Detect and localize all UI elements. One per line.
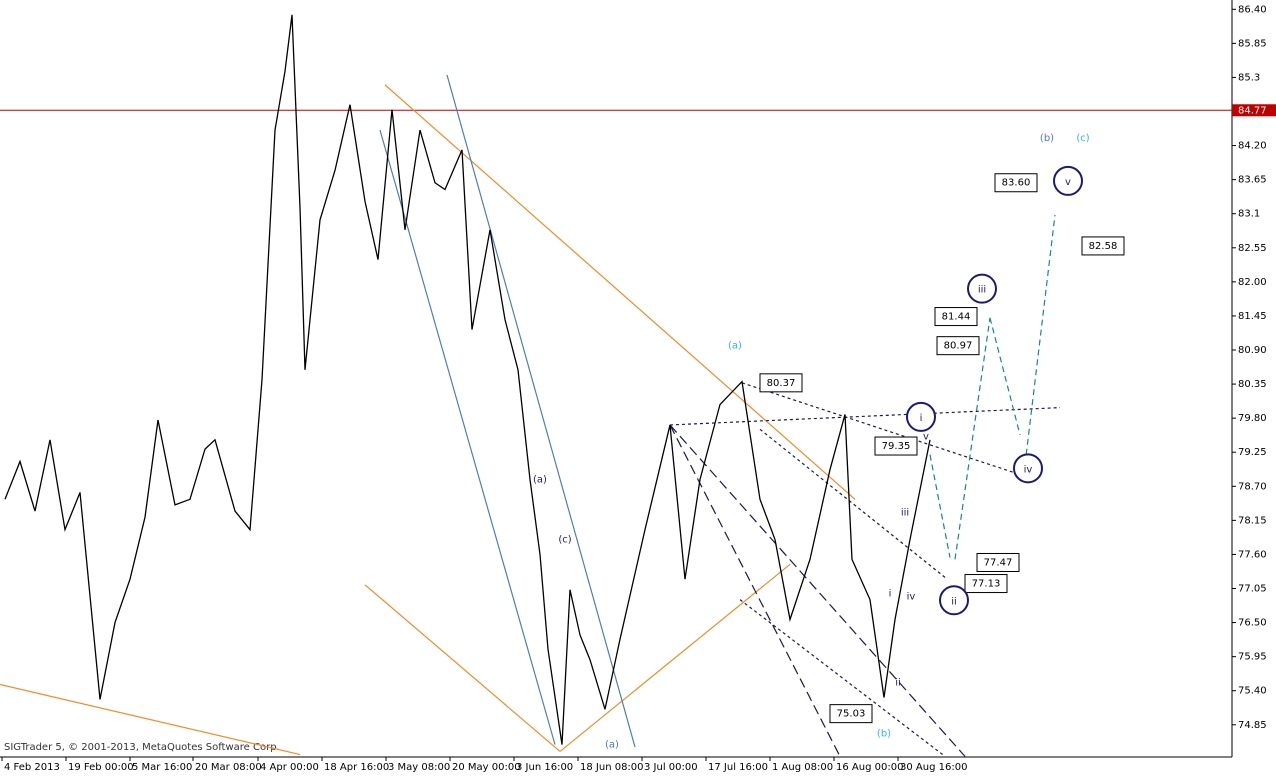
wave-label: iii <box>901 507 909 518</box>
trendline <box>379 129 556 745</box>
trendline <box>669 424 841 757</box>
x-tick-label: 18 Apr 16:00 <box>324 762 389 773</box>
y-tick-label: 77.60 <box>1238 549 1267 560</box>
trendline <box>384 84 856 500</box>
y-tick-label: 80.35 <box>1238 379 1267 390</box>
y-tick-label: 82.00 <box>1238 277 1267 288</box>
trendline <box>446 74 636 748</box>
level-tag <box>1232 104 1276 117</box>
circled-wave-label: ii <box>951 596 957 607</box>
wave-label: (c) <box>1076 133 1089 144</box>
x-tick-label: 20 May 00:00 <box>452 762 521 773</box>
price-box-label: 82.58 <box>1089 241 1118 252</box>
y-tick-label: 81.45 <box>1238 311 1267 322</box>
y-tick-label: 83.1 <box>1238 209 1260 220</box>
x-tick-label: 5 Mar 16:00 <box>132 762 192 773</box>
wave-label: iv <box>907 592 916 603</box>
trendline <box>0 683 301 756</box>
x-tick-label: 3 Jul 00:00 <box>644 762 698 773</box>
y-tick-label: 82.55 <box>1238 243 1267 254</box>
y-tick-label: 74.85 <box>1238 720 1267 731</box>
y-tick-label: 78.70 <box>1238 481 1267 492</box>
price-box-label: 79.35 <box>882 441 911 452</box>
footer: SIGTrader 5, © 2001-2013, MetaQuotes Sof… <box>4 742 280 753</box>
price-box-label: 77.47 <box>984 557 1013 568</box>
price-box <box>1081 236 1125 256</box>
y-tick-label: 86.40 <box>1238 4 1267 15</box>
price-box <box>759 373 803 393</box>
wave-label: (c) <box>558 535 571 546</box>
wave-label: (a) <box>605 740 619 751</box>
level-label: 84.77 <box>1238 105 1267 116</box>
x-tick-label: 1 Aug 08:00 <box>772 762 833 773</box>
price-box <box>994 173 1038 193</box>
x-tick-label: 4 Apr 00:00 <box>260 762 319 773</box>
trendline <box>739 599 946 757</box>
x-tick-label: 17 Jul 16:00 <box>708 762 768 773</box>
y-tick-label: 75.95 <box>1238 652 1267 663</box>
trendline <box>559 563 791 752</box>
price-box-label: 75.03 <box>837 709 866 720</box>
y-tick-label: 75.40 <box>1238 686 1267 697</box>
price-line <box>4 14 931 745</box>
price-box-label: 83.60 <box>1002 178 1031 189</box>
y-tick-label: 83.65 <box>1238 175 1267 186</box>
trendline <box>669 407 1061 426</box>
wave-circle <box>1053 165 1083 196</box>
wave-label: v <box>923 432 929 443</box>
wave-label: (a) <box>728 341 742 352</box>
y-tick-label: 84.20 <box>1238 141 1267 152</box>
wave-label: ii <box>895 678 901 689</box>
price-box <box>874 436 918 456</box>
wave-circle <box>967 273 997 304</box>
y-tick-label: 79.80 <box>1238 413 1267 424</box>
wave-circle <box>939 585 969 616</box>
y-tick-label: 85.85 <box>1238 38 1267 49</box>
price-box <box>829 704 873 724</box>
x-tick-label: 18 Jun 08:00 <box>580 762 644 773</box>
x-tick-label: 4 Feb 2013 <box>4 762 60 773</box>
price-box-label: 80.37 <box>767 378 796 389</box>
wave-circle <box>906 401 936 432</box>
circled-wave-label: iv <box>1024 464 1033 475</box>
price-box <box>964 574 1008 594</box>
y-tick-label: 76.50 <box>1238 618 1267 629</box>
circled-wave-label: i <box>920 413 923 424</box>
x-tick-label: 19 Feb 00:00 <box>68 762 134 773</box>
trendline <box>1024 214 1056 465</box>
x-tick-label: 30 Aug 16:00 <box>900 762 967 773</box>
trendline <box>929 454 951 558</box>
price-box <box>934 307 978 327</box>
y-tick-label: 85.3 <box>1238 72 1260 83</box>
wave-label: (b) <box>1040 133 1054 144</box>
y-tick-label: 78.15 <box>1238 515 1267 526</box>
wave-label: (a) <box>533 474 547 485</box>
trendline <box>364 584 561 752</box>
trendline <box>669 424 966 757</box>
price-box-label: 80.97 <box>944 341 973 352</box>
x-tick-label: 3 May 08:00 <box>388 762 450 773</box>
y-tick-label: 80.90 <box>1238 345 1267 356</box>
y-tick-label: 77.05 <box>1238 584 1267 595</box>
wave-circle <box>1013 453 1043 484</box>
trendline <box>954 317 991 560</box>
x-tick-label: 3 Jun 16:00 <box>516 762 573 773</box>
x-tick-label: 16 Aug 00:00 <box>836 762 903 773</box>
circled-wave-label: iii <box>978 285 986 296</box>
price-box-label: 77.13 <box>972 579 1001 590</box>
price-box-label: 81.44 <box>942 312 971 323</box>
wave-label: (b) <box>877 728 891 739</box>
price-box <box>936 336 980 356</box>
price-box <box>976 552 1020 572</box>
y-tick-label: 79.25 <box>1238 447 1267 458</box>
circled-wave-label: v <box>1065 177 1071 188</box>
x-tick-label: 20 Mar 08:00 <box>195 762 262 773</box>
wave-label: i <box>889 588 892 599</box>
trendline <box>989 317 1021 436</box>
